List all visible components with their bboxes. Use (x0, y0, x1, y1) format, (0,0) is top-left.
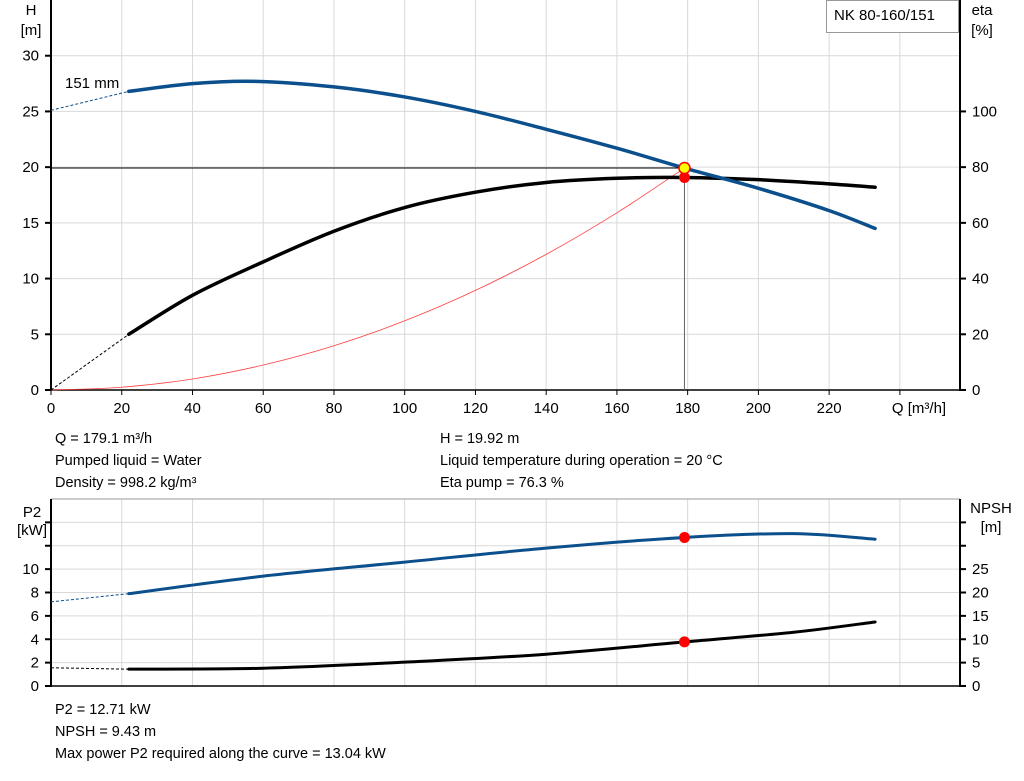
head-operating-point (678, 161, 691, 175)
npsh-tick-label: 0 (972, 678, 980, 695)
x-tick-label: 40 (184, 400, 201, 417)
eta-axis-label: eta (972, 2, 994, 19)
x-tick-label: 20 (113, 400, 130, 417)
p2-readout: P2 = 12.71 kW (55, 702, 151, 718)
npsh-operating-point (678, 636, 690, 648)
h-tick-label: 15 (22, 215, 39, 232)
x-tick-label: 140 (534, 400, 559, 417)
top-grid (51, 0, 960, 390)
p2-tick-label: 2 (31, 655, 39, 672)
efficiency-extrapolated-line (50, 333, 130, 391)
h-tick-label: 0 (31, 382, 39, 399)
npsh-axis-unit: [m] (981, 519, 1002, 536)
eta-tick-label: 100 (972, 103, 997, 120)
x-tick-label: 200 (746, 400, 771, 417)
pump-model-box (826, 0, 959, 33)
power-p2-curve (127, 532, 877, 596)
head-extrapolated-line (50, 90, 129, 111)
eta-tick-label: 0 (972, 382, 980, 399)
head-readout: H = 19.92 m (440, 431, 520, 447)
bottom-grid (51, 498, 960, 686)
x-tick-label: 220 (817, 400, 842, 417)
eta-tick-label: 80 (972, 159, 989, 176)
npsh-tick-label: 5 (972, 655, 980, 672)
h-tick-label: 25 (22, 103, 39, 120)
p2-tick-label: 10 (22, 561, 39, 578)
power-p2-extrapolated-line (50, 593, 129, 603)
eta-tick-label: 40 (972, 271, 989, 288)
npsh-tick-label: 25 (972, 561, 989, 578)
p2-axis-label: P2 (23, 504, 41, 521)
p2-tick-label: 4 (31, 631, 39, 648)
impeller-label: 151 mm (65, 75, 119, 92)
system-curve-curve (50, 167, 685, 391)
max-p2-readout: Max power P2 required along the curve = … (55, 746, 386, 762)
density-readout: Density = 998.2 kg/m³ (55, 475, 197, 491)
h-tick-label: 5 (31, 326, 39, 343)
p2-axis-unit: [kW] (17, 522, 47, 539)
h-axis-unit: [m] (21, 22, 42, 39)
x-tick-label: 120 (463, 400, 488, 417)
h-tick-label: 10 (22, 271, 39, 288)
eta-axis-unit: [%] (971, 22, 993, 39)
efficiency-operating-point (678, 171, 690, 183)
npsh-axis-label: NPSH (970, 500, 1012, 517)
x-tick-label: 0 (47, 400, 55, 417)
x-tick-label: 160 (604, 400, 629, 417)
p2-tick-label: 8 (31, 585, 39, 602)
x-tick-label: 100 (392, 400, 417, 417)
info-top-right: H = 19.92 m Liquid temperature during op… (440, 428, 723, 494)
q-axis-label: Q [m³/h] (892, 400, 946, 417)
eta-tick-label: 20 (972, 326, 989, 343)
h-axis-label: H (26, 2, 37, 19)
info-bottom: P2 = 12.71 kW NPSH = 9.43 m Max power P2… (55, 699, 386, 765)
liquid-readout: Pumped liquid = Water (55, 453, 202, 469)
x-tick-label: 80 (326, 400, 343, 417)
info-top-left: Q = 179.1 m³/h Pumped liquid = Water Den… (55, 428, 202, 494)
x-tick-label: 180 (675, 400, 700, 417)
temperature-readout: Liquid temperature during operation = 20… (440, 453, 723, 469)
flow-readout: Q = 179.1 m³/h (55, 431, 153, 447)
tick-labels: 0 20 40 60 80 100 120 140 160 180 200 2200510152025… (22, 48, 997, 695)
eta-readout: Eta pump = 76.3 % (440, 475, 564, 491)
npsh-readout: NPSH = 9.43 m (55, 724, 157, 740)
p2-tick-label: 6 (31, 608, 39, 625)
npsh-tick-label: 10 (972, 631, 989, 648)
chart-marks (50, 0, 961, 687)
x-tick-label: 60 (255, 400, 272, 417)
p2-tick-label: 0 (31, 678, 39, 695)
head-curve (127, 79, 877, 231)
npsh-curve (127, 620, 877, 671)
h-tick-label: 20 (22, 159, 39, 176)
h-tick-label: 30 (22, 48, 39, 65)
p2-operating-point (678, 531, 690, 543)
npsh-extrapolated-line (50, 667, 129, 670)
eta-tick-label: 60 (972, 215, 989, 232)
efficiency-curve (127, 175, 877, 337)
npsh-tick-label: 15 (972, 608, 989, 625)
npsh-tick-label: 20 (972, 585, 989, 602)
pump-model-label: NK 80-160/151 (834, 7, 935, 24)
